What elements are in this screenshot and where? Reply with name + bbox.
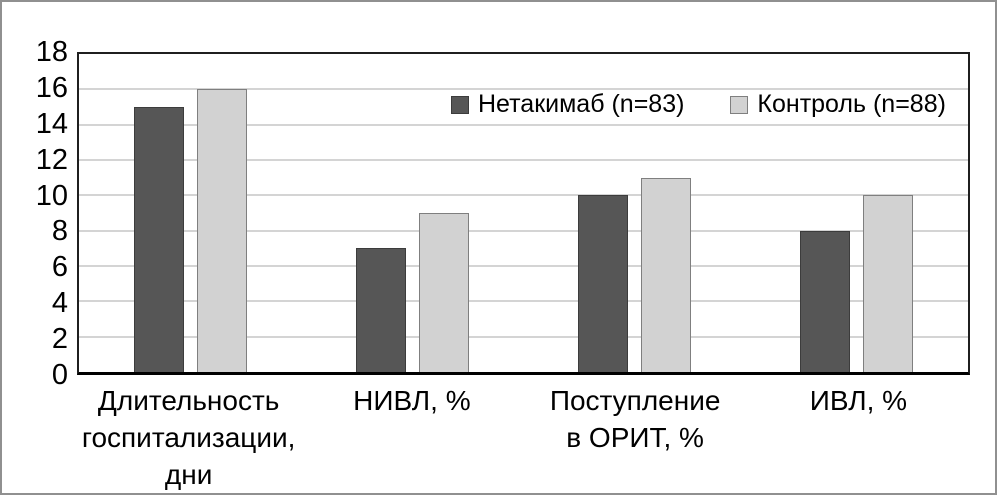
y-axis-ticks: 0 2 4 6 8 10 12 14 16 18 (2, 2, 68, 493)
y-tick-label: 18 (35, 36, 68, 68)
y-tick-label: 10 (35, 179, 68, 212)
legend-entry: Контроль (n=88) (730, 90, 946, 119)
gridline (79, 264, 968, 267)
gridline (79, 88, 968, 91)
bar-series-0-category-1 (355, 248, 406, 372)
bar-group (79, 54, 301, 372)
bar-group (524, 54, 746, 372)
bar-series-1-category-0 (196, 89, 247, 372)
x-category-label: Длительность госпитализации, дни (81, 385, 296, 490)
legend-entry: Нетакимаб (n=83) (451, 90, 684, 119)
legend-label: Нетакимаб (n=83) (478, 90, 685, 118)
x-category-label: НИВЛ, % (353, 385, 471, 416)
gridline (79, 123, 968, 126)
x-category-label: ИВЛ, % (809, 385, 908, 416)
gridline (79, 229, 968, 232)
legend-swatch-icon (451, 95, 469, 114)
y-tick-label: 14 (35, 107, 68, 140)
bar-series-0-category-0 (133, 107, 184, 372)
bar-series-0-category-2 (578, 195, 629, 372)
gridlines (79, 54, 968, 372)
y-tick-label: 12 (35, 143, 68, 176)
bar-group (746, 54, 968, 372)
bar-series-0-category-3 (800, 230, 851, 372)
y-tick-label: 8 (51, 215, 68, 248)
bar-series-1-category-1 (418, 213, 469, 372)
legend-label: Контроль (n=88) (757, 90, 946, 118)
x-category-label: Поступление в ОРИТ, % (549, 385, 721, 453)
gridline (79, 335, 968, 338)
y-tick-label: 0 (51, 359, 68, 391)
bar-group (301, 54, 523, 372)
plot-area: Нетакимаб (n=83) Контроль (n=88) (77, 52, 970, 375)
gridline (79, 194, 968, 197)
y-tick-label: 6 (51, 251, 68, 284)
x-axis-labels: Длительность госпитализации, дни НИВЛ, % П… (77, 382, 970, 493)
bar-series-1-category-3 (863, 195, 914, 372)
gridline (79, 300, 968, 303)
bar-series-1-category-2 (641, 177, 692, 372)
y-tick-label: 4 (51, 287, 68, 320)
bar-groups (79, 54, 968, 372)
legend: Нетакимаб (n=83) Контроль (n=88) (451, 90, 946, 119)
y-tick-label: 16 (35, 71, 68, 104)
y-tick-label: 2 (51, 323, 68, 356)
gridline (79, 158, 968, 161)
legend-swatch-icon (730, 95, 749, 114)
